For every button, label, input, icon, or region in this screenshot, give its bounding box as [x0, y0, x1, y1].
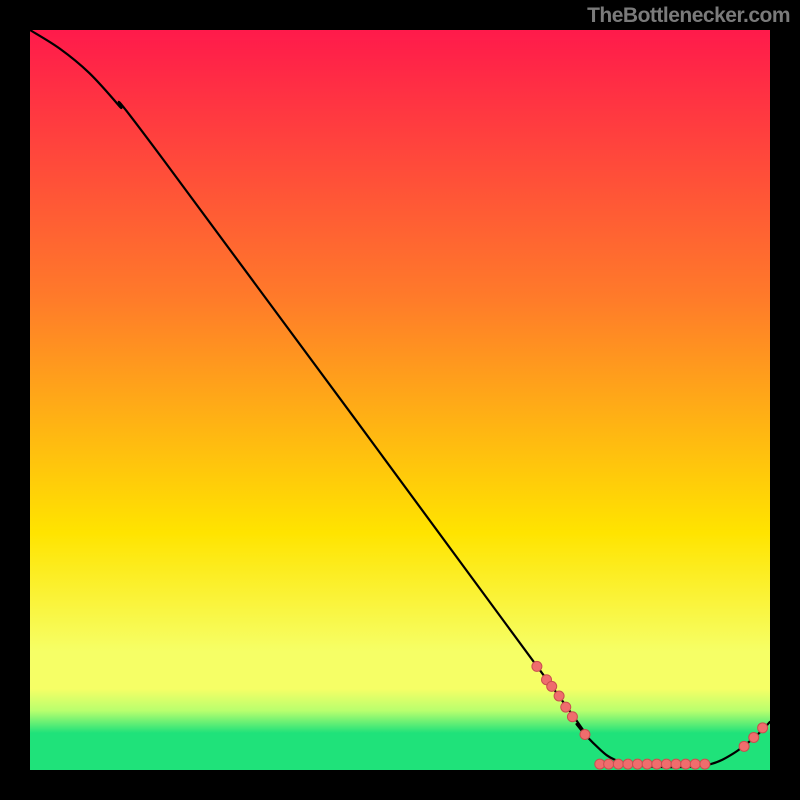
chart-marker	[567, 712, 577, 722]
chart-marker	[532, 661, 542, 671]
chart-marker	[661, 759, 671, 769]
chart-marker	[613, 759, 623, 769]
watermark-text: TheBottlenecker.com	[587, 4, 790, 28]
bottleneck-chart	[0, 0, 800, 800]
chart-marker	[671, 759, 681, 769]
chart-container: { "watermark": "TheBottlenecker.com", "c…	[0, 0, 800, 800]
chart-marker	[633, 759, 643, 769]
chart-marker	[700, 759, 710, 769]
chart-marker	[547, 681, 557, 691]
chart-marker	[561, 702, 571, 712]
chart-marker	[690, 759, 700, 769]
chart-marker	[642, 759, 652, 769]
chart-plot-background	[30, 30, 770, 770]
chart-marker	[652, 759, 662, 769]
chart-marker	[604, 759, 614, 769]
chart-marker	[623, 759, 633, 769]
chart-marker	[758, 723, 768, 733]
chart-marker	[749, 732, 759, 742]
chart-marker	[739, 741, 749, 751]
chart-marker	[681, 759, 691, 769]
chart-marker	[554, 691, 564, 701]
chart-marker	[580, 729, 590, 739]
